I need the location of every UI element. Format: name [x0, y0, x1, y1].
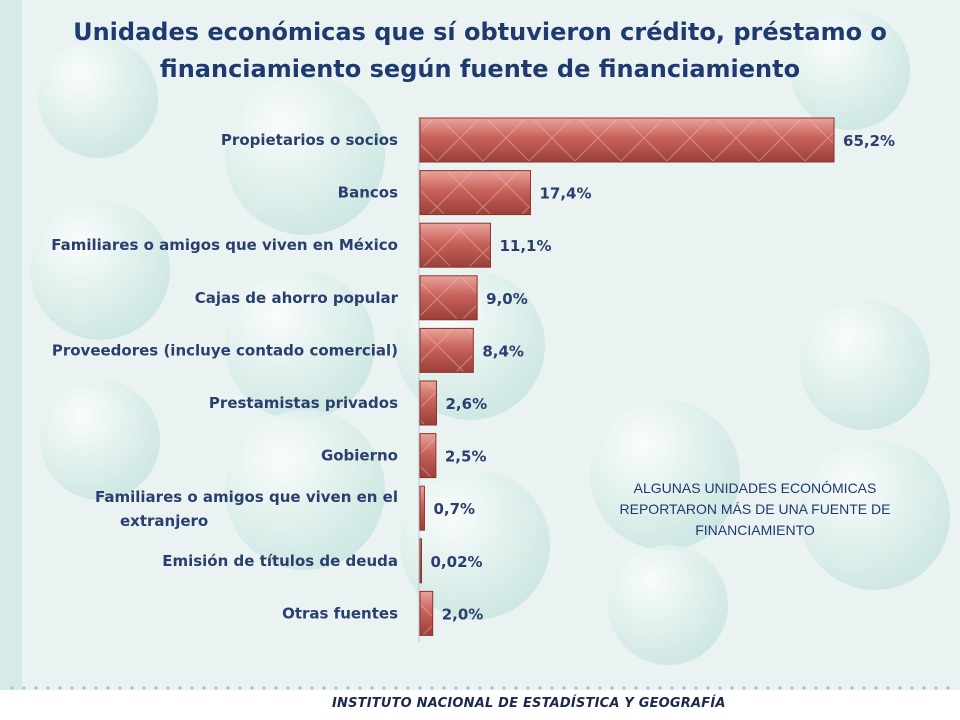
background-bubble	[40, 380, 160, 500]
footer-bar	[0, 690, 960, 720]
category-label: Otras fuentes	[282, 604, 398, 622]
chart-title: Unidades económicas que sí obtuvieron cr…	[30, 14, 930, 88]
bar-texture	[421, 276, 477, 319]
category-label: Gobierno	[321, 447, 398, 465]
category-label: Prestamistas privados	[209, 394, 398, 412]
background-bubble	[790, 10, 910, 130]
chart-title-line-2: financiamiento según fuente de financiam…	[159, 55, 801, 83]
bar-texture	[421, 329, 473, 372]
bar	[419, 538, 422, 584]
category-label: Familiares o amigos que viven en México	[51, 236, 398, 254]
bar-texture	[421, 171, 530, 214]
background-bubble	[800, 440, 950, 590]
category-label: Cajas de ahorro popular	[195, 289, 399, 307]
background-bubble	[38, 38, 158, 158]
value-label: 2,6%	[446, 395, 488, 413]
bar	[419, 485, 425, 531]
background-bubble	[590, 400, 740, 550]
category-label: Familiares o amigos que viven en el extra…	[95, 488, 398, 530]
category-label: Emisión de títulos de deuda	[162, 552, 398, 570]
value-label: 8,4%	[482, 342, 524, 360]
bar-texture	[421, 434, 435, 477]
bar-chart: 65,2% Propietarios o socios 17,4% Bancos 11,…	[51, 117, 895, 642]
chart-note: ALGUNAS UNIDADES ECONÓMICAS REPORTARON M…	[619, 480, 891, 538]
footer-institution-name: INSTITUTO NACIONAL DE ESTADÍSTICA Y GEOG…	[332, 696, 726, 711]
value-label: 0,7%	[433, 500, 475, 518]
background-bubble	[225, 270, 375, 420]
value-label: 0,02%	[431, 553, 483, 571]
bar-texture	[421, 592, 432, 635]
footer-dotted-line	[6, 686, 954, 690]
value-label: 65,2%	[843, 132, 895, 150]
category-label: Propietarios o socios	[221, 131, 398, 149]
value-label: 2,0%	[442, 605, 484, 623]
value-label: 17,4%	[539, 185, 591, 203]
value-label: 2,5%	[445, 448, 487, 466]
background-stripe	[0, 0, 22, 690]
category-label: Bancos	[338, 184, 398, 202]
bar-texture	[421, 224, 490, 267]
chart-title-line-1: Unidades económicas que sí obtuvieron cr…	[73, 18, 887, 46]
bar-texture	[421, 119, 834, 161]
value-label: 9,0%	[486, 290, 528, 308]
background-bubble	[225, 410, 385, 570]
background-bubble	[608, 545, 728, 665]
bar-texture	[421, 382, 436, 424]
background-bubble	[225, 75, 385, 235]
background-bubble	[30, 200, 170, 340]
background-bubble	[800, 300, 930, 430]
category-label: Proveedores (incluye contado comercial)	[52, 341, 398, 359]
value-label: 11,1%	[499, 237, 551, 255]
